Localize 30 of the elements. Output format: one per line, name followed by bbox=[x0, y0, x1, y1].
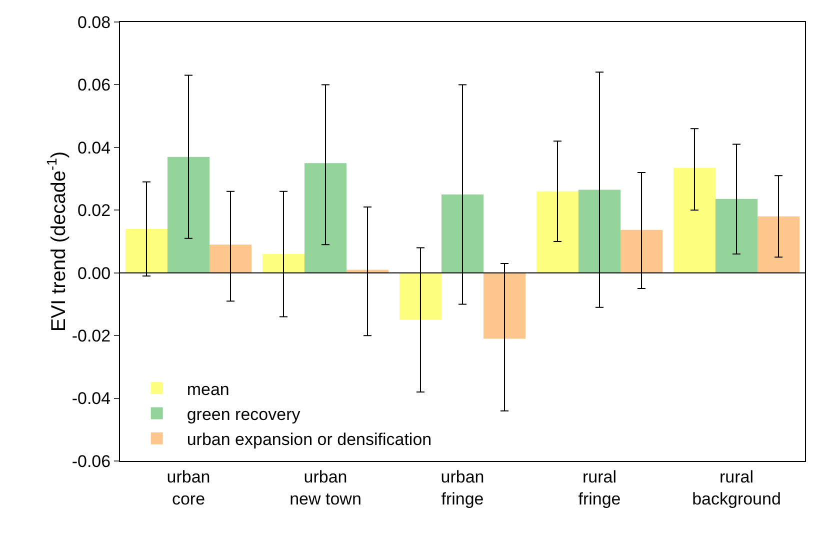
bar bbox=[673, 168, 716, 273]
legend-label: urban expansion or densification bbox=[186, 430, 432, 449]
legend-label: green recovery bbox=[186, 404, 301, 424]
bar bbox=[125, 228, 168, 273]
bar bbox=[210, 244, 252, 273]
y-tick-label: 0.04 bbox=[78, 138, 111, 158]
y-tick-label: 0.00 bbox=[78, 264, 111, 283]
legend-label: mean bbox=[186, 380, 230, 399]
bar bbox=[262, 254, 304, 273]
y-tick-label: -0.06 bbox=[72, 452, 111, 471]
x-tick-label: urban core bbox=[166, 467, 210, 508]
bar bbox=[578, 190, 621, 273]
bar bbox=[620, 230, 663, 273]
bar bbox=[715, 198, 758, 273]
x-tick-label: urban fringe bbox=[440, 467, 484, 508]
x-tick-label: urban new town bbox=[290, 467, 362, 508]
y-tick-label: 0.06 bbox=[78, 76, 111, 95]
bar bbox=[536, 191, 578, 273]
y-tick-label: -0.04 bbox=[72, 389, 111, 408]
y-tick-label: 0.08 bbox=[78, 12, 111, 32]
x-tick-label: rural fringe bbox=[578, 467, 621, 508]
x-tick-label: rural background bbox=[692, 467, 781, 508]
bar bbox=[304, 163, 347, 273]
y-tick-label: -0.02 bbox=[72, 326, 111, 346]
bar bbox=[484, 272, 526, 339]
bar bbox=[167, 156, 210, 273]
bar bbox=[758, 216, 800, 273]
y-tick-label: 0.02 bbox=[78, 201, 111, 220]
bar bbox=[399, 272, 442, 320]
bar bbox=[441, 194, 484, 273]
